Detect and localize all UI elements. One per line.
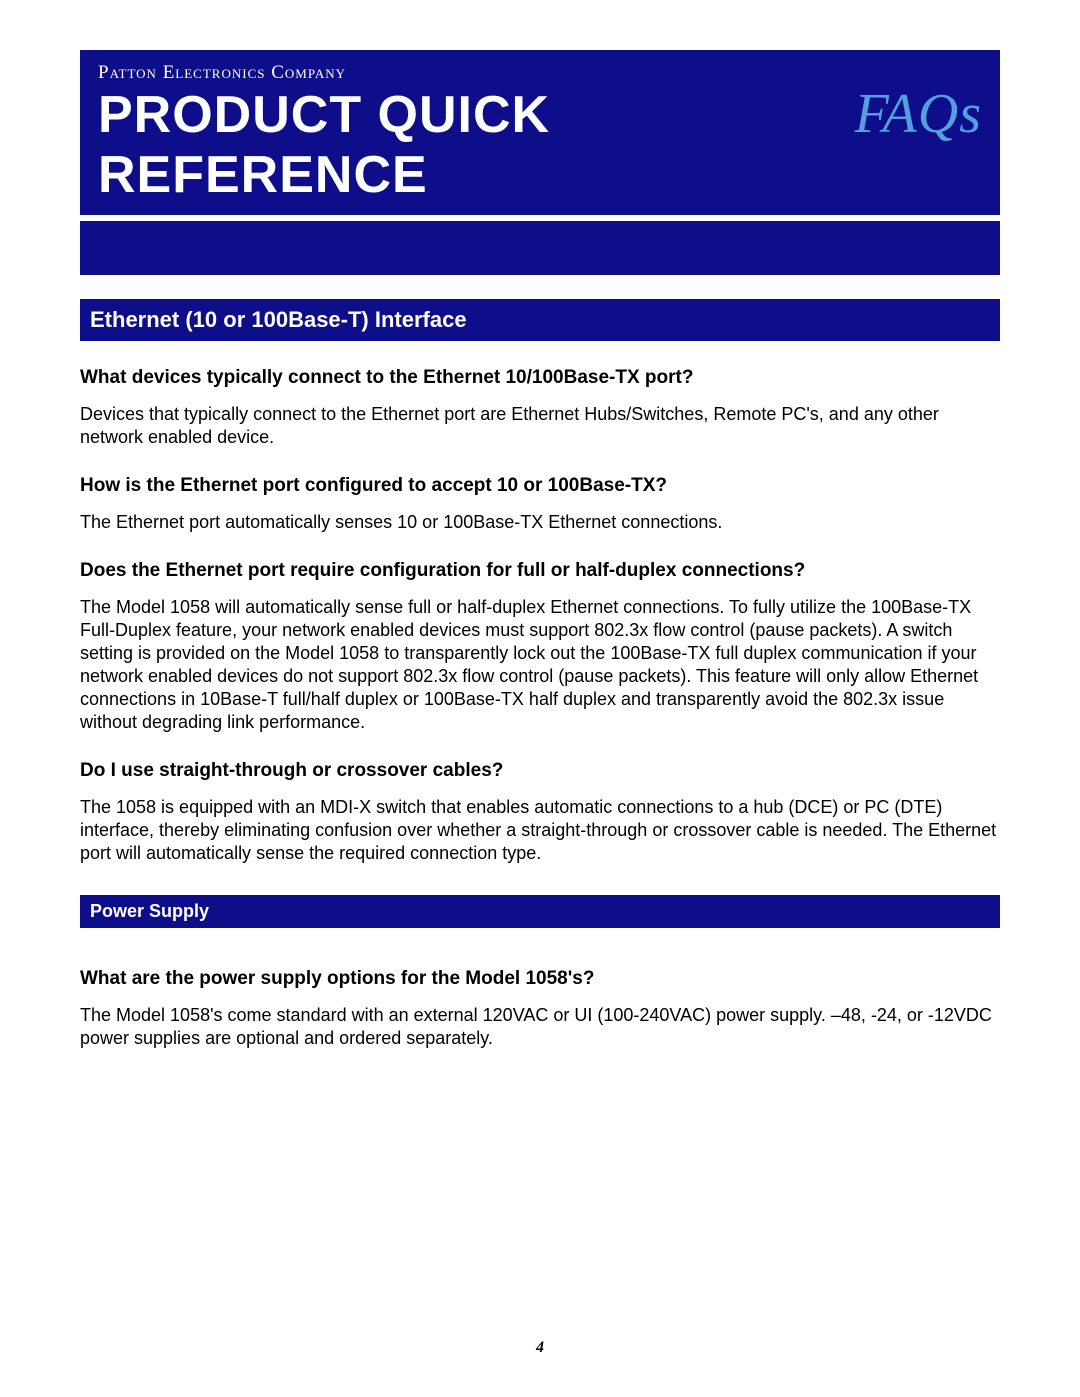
header-banner: Patton Electronics Company PRODUCT QUICK…: [80, 50, 1000, 215]
faq-answer: Devices that typically connect to the Et…: [80, 403, 1000, 449]
faq-answer: The 1058 is equipped with an MDI-X switc…: [80, 796, 1000, 865]
faq-question: What devices typically connect to the Et…: [80, 367, 1000, 389]
faqs-badge: FAQs: [855, 82, 982, 146]
faq-question: Do I use straight-through or crossover c…: [80, 760, 1000, 782]
faq-question: What are the power supply options for th…: [80, 968, 1000, 990]
header-sub-banner: [80, 221, 1000, 275]
faq-answer: The Ethernet port automatically senses 1…: [80, 511, 1000, 534]
document-page: Patton Electronics Company PRODUCT QUICK…: [0, 0, 1080, 1050]
faq-question: Does the Ethernet port require configura…: [80, 560, 1000, 582]
section-header-ethernet: Ethernet (10 or 100Base-T) Interface: [80, 299, 1000, 341]
faq-question: How is the Ethernet port configured to a…: [80, 475, 1000, 497]
page-number: 4: [0, 1339, 1080, 1357]
faq-answer: The Model 1058's come standard with an e…: [80, 1004, 1000, 1050]
company-name: Patton Electronics Company: [98, 62, 982, 84]
section-header-power: Power Supply: [80, 895, 1000, 928]
title-row: PRODUCT QUICK REFERENCE FAQs: [98, 82, 982, 205]
faq-answer: The Model 1058 will automatically sense …: [80, 596, 1000, 734]
product-title: PRODUCT QUICK REFERENCE: [98, 85, 855, 205]
